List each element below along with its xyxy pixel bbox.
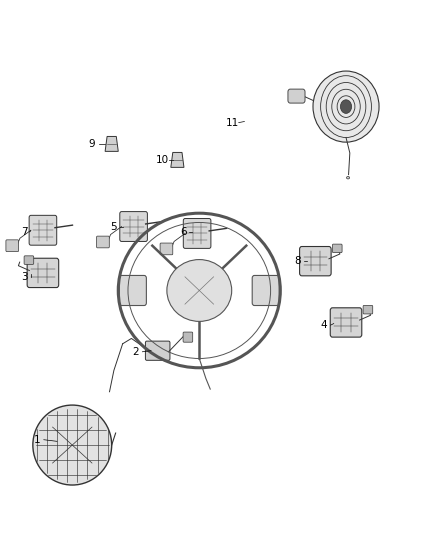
FancyBboxPatch shape (96, 236, 109, 248)
Ellipse shape (313, 71, 379, 142)
FancyBboxPatch shape (183, 219, 211, 248)
Text: 1: 1 (34, 435, 41, 445)
Text: 9: 9 (88, 139, 95, 149)
FancyBboxPatch shape (332, 244, 342, 253)
Text: 6: 6 (180, 227, 187, 237)
FancyBboxPatch shape (183, 332, 193, 342)
FancyBboxPatch shape (6, 240, 19, 252)
Text: 7: 7 (21, 227, 28, 237)
FancyBboxPatch shape (29, 215, 57, 245)
Polygon shape (171, 152, 184, 167)
Ellipse shape (167, 260, 232, 321)
Text: 8: 8 (294, 256, 301, 266)
Ellipse shape (33, 405, 112, 485)
FancyBboxPatch shape (120, 212, 147, 241)
FancyBboxPatch shape (330, 308, 362, 337)
Ellipse shape (340, 100, 352, 114)
FancyBboxPatch shape (363, 305, 373, 314)
Polygon shape (105, 136, 118, 151)
FancyBboxPatch shape (24, 256, 34, 264)
FancyBboxPatch shape (252, 276, 279, 305)
Text: 3: 3 (21, 272, 28, 282)
Text: 4: 4 (321, 320, 328, 330)
FancyBboxPatch shape (160, 243, 173, 255)
FancyBboxPatch shape (119, 276, 146, 305)
Text: 2: 2 (132, 347, 139, 357)
Text: 11: 11 (226, 118, 239, 127)
FancyBboxPatch shape (300, 246, 331, 276)
FancyBboxPatch shape (27, 259, 59, 288)
FancyBboxPatch shape (288, 89, 305, 103)
Text: 10: 10 (155, 155, 169, 165)
FancyBboxPatch shape (145, 341, 170, 360)
Ellipse shape (346, 176, 350, 179)
Text: 5: 5 (110, 222, 117, 231)
